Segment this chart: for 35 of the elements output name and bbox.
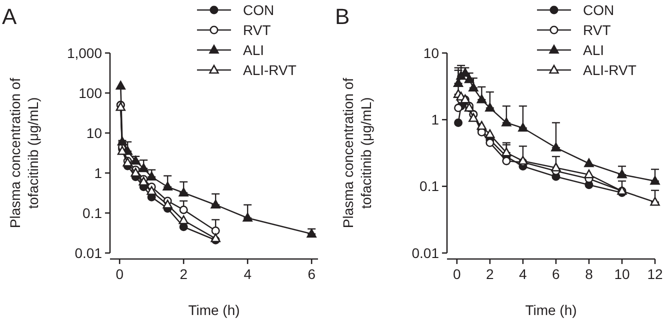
y-tick-label: 0.01 bbox=[74, 244, 102, 261]
y-tick-label: 1 bbox=[431, 112, 440, 128]
legend-label: CON bbox=[243, 2, 274, 18]
y-tick-label: 1,000 bbox=[66, 44, 102, 61]
x-tick-label: 6 bbox=[552, 266, 560, 282]
y-tick-label: 100 bbox=[78, 84, 102, 101]
legend-label: ALI-RVT bbox=[583, 62, 637, 78]
y-axis-title: Plasma concentration of tofacitinib (μg/mL) bbox=[7, 78, 41, 228]
y-tick-label: 1 bbox=[94, 164, 102, 181]
legend-label: RVT bbox=[243, 22, 272, 38]
legend-label: CON bbox=[583, 2, 614, 18]
x-tick-label: 0 bbox=[453, 266, 462, 282]
y-tick-label: 0.1 bbox=[82, 204, 102, 221]
legend-label: ALI bbox=[583, 42, 604, 58]
legend-label: RVT bbox=[583, 22, 612, 38]
chart-title: B bbox=[335, 4, 350, 29]
y-tick-label: 0.01 bbox=[412, 244, 440, 261]
y-tick-label: 10 bbox=[423, 44, 440, 61]
x-axis-title: Time (h) bbox=[525, 302, 577, 318]
x-tick-label: 8 bbox=[585, 266, 594, 282]
x-tick-label: 6 bbox=[308, 266, 316, 282]
y-axis-title: Plasma concentration of tofacitinib (μg/mL) bbox=[340, 78, 374, 228]
y-tick-label: 10 bbox=[86, 124, 102, 141]
x-tick-label: 0 bbox=[116, 266, 124, 282]
x-axis-title: Time (h) bbox=[188, 302, 240, 318]
legend-label: ALI-RVT bbox=[243, 62, 297, 78]
x-tick-label: 10 bbox=[614, 266, 630, 282]
x-tick-label: 4 bbox=[519, 266, 528, 282]
legend-label: ALI bbox=[243, 42, 264, 58]
x-tick-label: 4 bbox=[244, 266, 252, 282]
chart-title: A bbox=[2, 4, 17, 29]
x-tick-label: 2 bbox=[180, 266, 188, 282]
y-tick-label: 0.1 bbox=[420, 178, 440, 194]
x-tick-label: 12 bbox=[647, 266, 663, 282]
x-tick-label: 2 bbox=[486, 266, 494, 282]
